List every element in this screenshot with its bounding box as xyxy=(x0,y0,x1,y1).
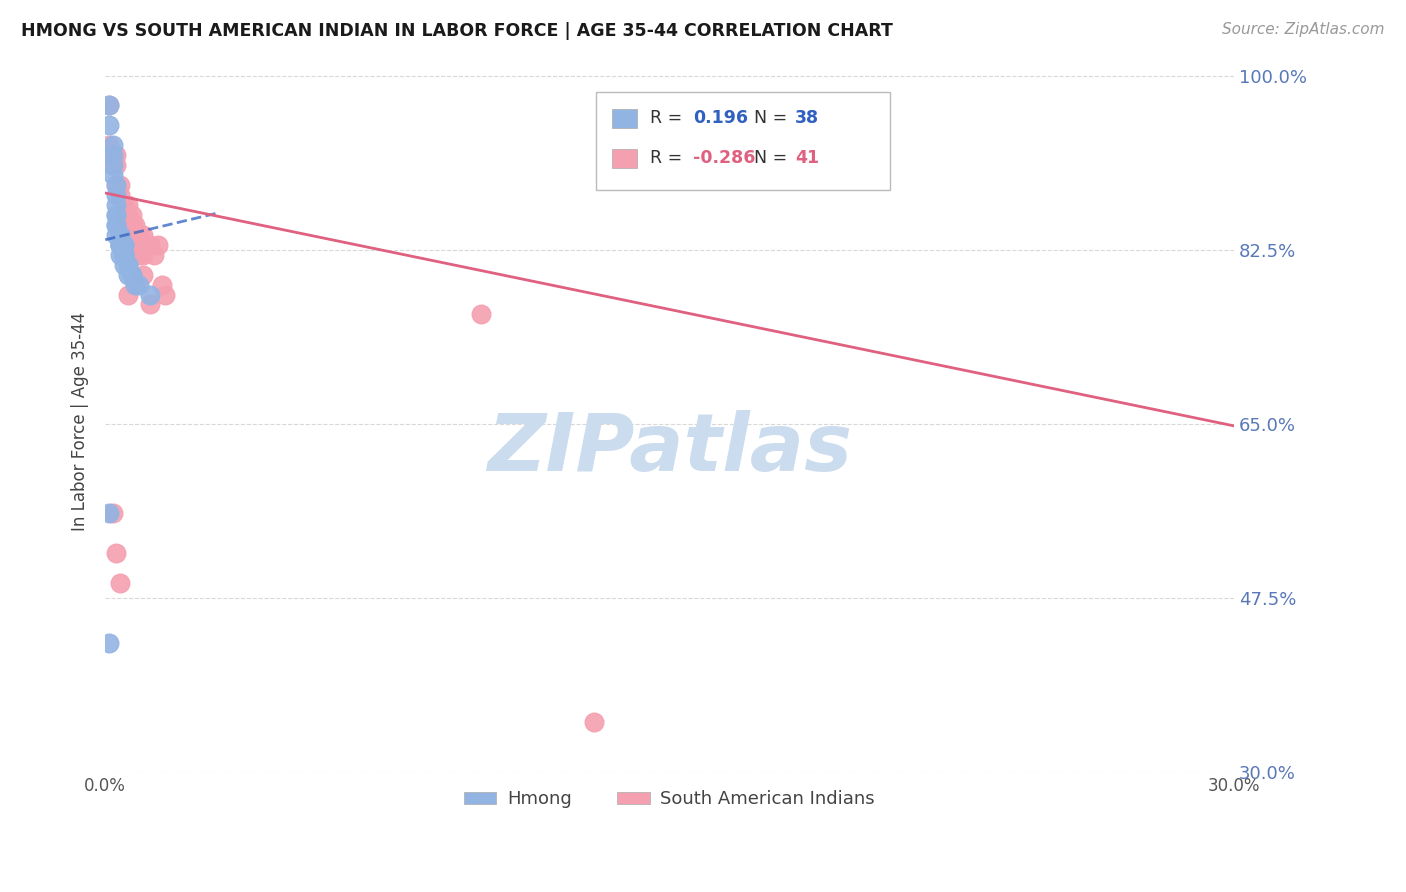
Point xyxy=(112,208,135,222)
Text: 0.196: 0.196 xyxy=(693,110,748,128)
Point xyxy=(128,277,150,292)
Point xyxy=(117,258,139,272)
Point xyxy=(117,287,139,301)
Point xyxy=(112,248,135,262)
Point xyxy=(105,218,128,232)
Point xyxy=(135,237,157,252)
Point xyxy=(105,227,128,242)
Point xyxy=(112,237,135,252)
Point xyxy=(110,237,132,252)
Point xyxy=(124,218,146,232)
Text: R =: R = xyxy=(651,149,688,168)
Point xyxy=(101,138,124,153)
Point xyxy=(132,227,155,242)
Text: 41: 41 xyxy=(794,149,818,168)
Text: Source: ZipAtlas.com: Source: ZipAtlas.com xyxy=(1222,22,1385,37)
Point xyxy=(110,178,132,192)
Point xyxy=(121,227,143,242)
Point xyxy=(112,248,135,262)
Text: ZIPatlas: ZIPatlas xyxy=(486,410,852,489)
Point xyxy=(121,218,143,232)
Point xyxy=(139,237,162,252)
Point xyxy=(121,268,143,282)
Point xyxy=(583,715,606,730)
Point xyxy=(105,198,128,212)
Point xyxy=(101,158,124,172)
Text: R =: R = xyxy=(651,110,688,128)
Text: -0.286: -0.286 xyxy=(693,149,755,168)
Point xyxy=(124,277,146,292)
Point xyxy=(124,277,146,292)
Y-axis label: In Labor Force | Age 35-44: In Labor Force | Age 35-44 xyxy=(72,312,89,531)
Text: 38: 38 xyxy=(794,110,818,128)
Point xyxy=(101,507,124,521)
Point xyxy=(128,227,150,242)
Text: HMONG VS SOUTH AMERICAN INDIAN IN LABOR FORCE | AGE 35-44 CORRELATION CHART: HMONG VS SOUTH AMERICAN INDIAN IN LABOR … xyxy=(21,22,893,40)
Point xyxy=(117,218,139,232)
Point xyxy=(117,208,139,222)
Text: N =: N = xyxy=(754,149,793,168)
Point xyxy=(98,119,121,133)
Text: N =: N = xyxy=(754,110,793,128)
Point xyxy=(110,188,132,202)
Point xyxy=(112,248,135,262)
Point xyxy=(124,227,146,242)
Point xyxy=(105,546,128,560)
Point xyxy=(110,237,132,252)
Point xyxy=(101,148,124,162)
Point xyxy=(101,158,124,172)
Point xyxy=(150,277,173,292)
Point xyxy=(98,138,121,153)
Point xyxy=(128,248,150,262)
Point xyxy=(110,237,132,252)
FancyBboxPatch shape xyxy=(596,92,890,190)
Point xyxy=(143,248,166,262)
Point xyxy=(121,218,143,232)
Point xyxy=(98,507,121,521)
Point xyxy=(105,158,128,172)
Point xyxy=(112,248,135,262)
Point xyxy=(110,227,132,242)
Point xyxy=(101,148,124,162)
Point xyxy=(98,636,121,650)
Point xyxy=(155,287,177,301)
Point xyxy=(117,258,139,272)
Point xyxy=(112,208,135,222)
Point xyxy=(110,237,132,252)
Point xyxy=(98,98,121,112)
FancyBboxPatch shape xyxy=(612,109,637,128)
Point xyxy=(105,208,128,222)
Point xyxy=(112,237,135,252)
Point xyxy=(105,188,128,202)
Point xyxy=(98,98,121,112)
Point xyxy=(117,198,139,212)
Point xyxy=(105,178,128,192)
Point xyxy=(132,248,155,262)
Point xyxy=(470,307,492,321)
Point xyxy=(105,148,128,162)
Point xyxy=(105,218,128,232)
Point xyxy=(105,178,128,192)
Point xyxy=(146,237,169,252)
Point xyxy=(128,237,150,252)
Point xyxy=(101,168,124,182)
Point xyxy=(105,208,128,222)
Point xyxy=(139,297,162,311)
Point xyxy=(110,227,132,242)
Point xyxy=(117,268,139,282)
Point xyxy=(112,258,135,272)
Point xyxy=(112,198,135,212)
Legend: Hmong, South American Indians: Hmong, South American Indians xyxy=(457,783,883,815)
Point xyxy=(139,287,162,301)
Point xyxy=(110,248,132,262)
Point xyxy=(132,268,155,282)
Point xyxy=(121,208,143,222)
Point xyxy=(110,576,132,591)
FancyBboxPatch shape xyxy=(612,148,637,169)
Point xyxy=(121,268,143,282)
